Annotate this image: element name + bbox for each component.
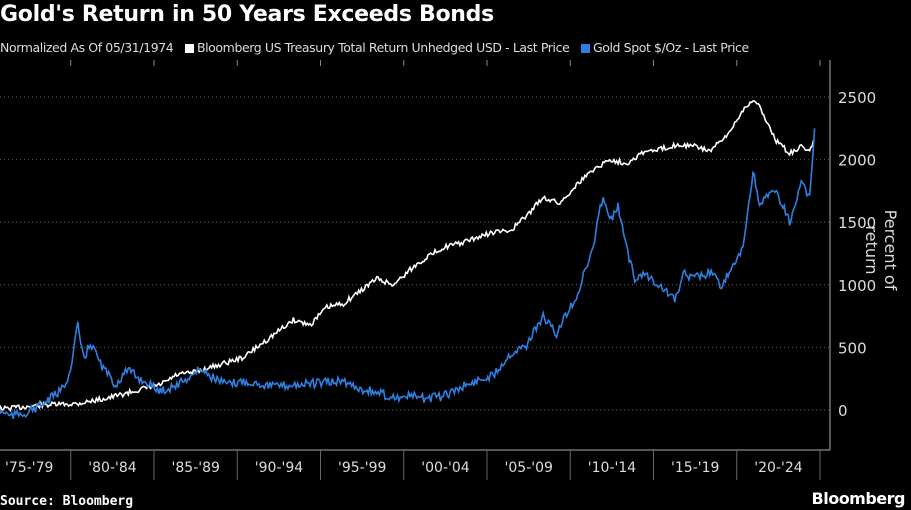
source-note: Source: Bloomberg xyxy=(0,494,134,509)
x-tick-label: '75-'79 xyxy=(5,460,53,476)
y-axis-label: Percent of return xyxy=(862,209,900,291)
x-tick-label: '20-'24 xyxy=(754,460,802,476)
y-tick-label: 2500 xyxy=(838,89,876,107)
legend-swatch-bonds xyxy=(184,44,194,53)
y-tick-label: 2000 xyxy=(838,152,876,170)
legend-bonds: Bloomberg US Treasury Total Return Unhed… xyxy=(196,40,570,55)
y-tick-label: 1500 xyxy=(838,214,876,232)
legend-subtitle: Normalized As Of 05/31/1974 xyxy=(0,40,174,55)
x-tick-label: '10-'14 xyxy=(588,460,636,476)
x-tick-label: '80-'84 xyxy=(88,460,136,476)
x-tick-label: '05-'09 xyxy=(505,460,553,476)
x-tick-label: '85-'89 xyxy=(172,460,220,476)
chart-title: Gold's Return in 50 Years Exceeds Bonds xyxy=(0,2,494,27)
y-tick-label: 0 xyxy=(838,402,848,420)
series-line-bonds xyxy=(0,100,815,413)
x-tick-label: '95-'99 xyxy=(338,460,386,476)
legend-swatch-gold xyxy=(580,44,590,53)
y-tick-label: 500 xyxy=(838,339,867,357)
series-line-gold xyxy=(0,128,816,420)
x-tick-label: '00-'04 xyxy=(421,460,469,476)
bloomberg-logo: Bloomberg xyxy=(811,489,906,508)
y-tick-label: 1000 xyxy=(838,277,876,295)
x-tick-label: '15-'19 xyxy=(671,460,719,476)
legend: Normalized As Of 05/31/1974 Bloomberg US… xyxy=(0,40,749,55)
x-tick-label: '90-'94 xyxy=(255,460,303,476)
legend-gold: Gold Spot $/Oz - Last Price xyxy=(592,40,749,55)
